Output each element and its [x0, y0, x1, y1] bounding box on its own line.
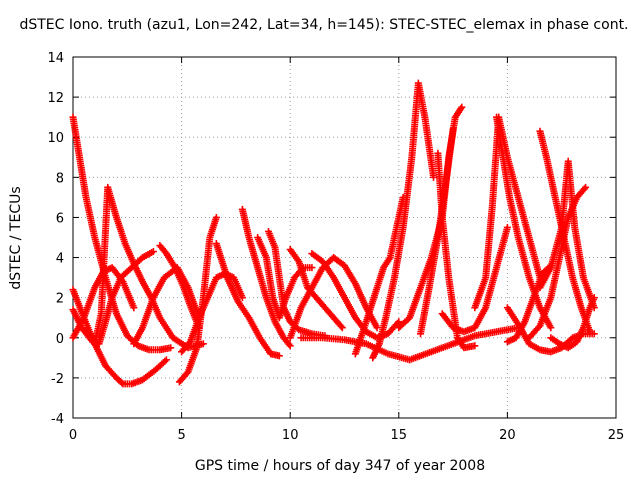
data-point: [337, 322, 345, 330]
y-tick-label: 6: [56, 211, 64, 226]
x-tick-label: 5: [177, 428, 185, 443]
data-point: [430, 173, 438, 181]
x-tick-label: 15: [391, 428, 408, 443]
y-tick-label: 14: [47, 51, 64, 66]
data-point: [471, 342, 479, 350]
data-point: [286, 342, 294, 350]
y-tick-label: 4: [56, 252, 64, 267]
data-point: [590, 294, 598, 302]
y-tick-label: 8: [56, 171, 64, 186]
y-tick-label: 10: [47, 131, 64, 146]
data-point: [373, 324, 381, 332]
chart-title: dSTEC Iono. truth (azu1, Lon=242, Lat=34…: [19, 17, 628, 33]
plot-border: [72, 56, 617, 419]
data-point: [449, 125, 457, 133]
data-point: [199, 340, 207, 348]
data-point: [535, 323, 543, 331]
data-point: [118, 379, 126, 387]
data-point: [590, 330, 598, 338]
data-point: [130, 304, 138, 312]
x-tick-label: 25: [608, 428, 625, 443]
data-point: [399, 193, 407, 201]
data-point: [212, 213, 220, 221]
x-tick-label: 20: [499, 428, 516, 443]
x-tick-label: 0: [69, 428, 77, 443]
y-tick-label: -4: [51, 412, 64, 427]
y-tick-label: -2: [51, 372, 64, 387]
data-point: [582, 183, 590, 191]
x-axis-label: GPS time / hours of day 347 of year 2008: [195, 458, 485, 474]
data-point: [338, 324, 346, 332]
data-point: [503, 223, 511, 231]
data-point: [149, 248, 157, 256]
y-tick-label: 2: [56, 292, 64, 307]
grid: [73, 57, 616, 418]
y-tick-label: 12: [47, 91, 64, 106]
data-point: [580, 185, 588, 193]
x-tick-label: 10: [282, 428, 299, 443]
data-point: [167, 344, 175, 352]
y-axis-label: dSTEC / TECUs: [8, 186, 24, 289]
data-point: [308, 264, 316, 272]
data-point: [458, 103, 466, 111]
plot-frame: [72, 56, 617, 419]
data-point: [162, 356, 170, 364]
data-point: [275, 352, 283, 360]
y-tick-label: 0: [56, 332, 64, 347]
data-points: [69, 79, 598, 388]
data-point: [238, 294, 246, 302]
axis-ticks: 0 5 10 15 20 25 -4 -2 0 2 4 6 8 10 12 14: [47, 51, 624, 443]
data-point: [547, 324, 555, 332]
